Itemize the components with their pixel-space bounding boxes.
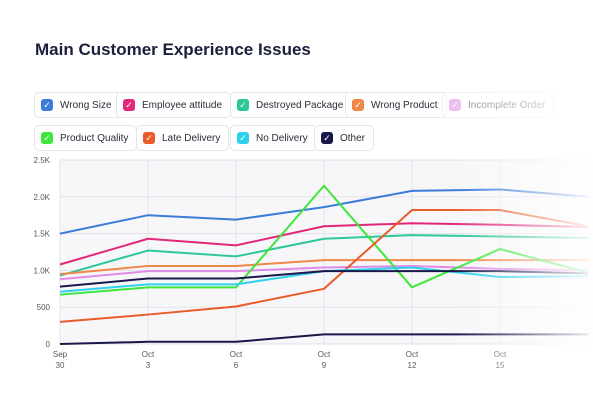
legend-label: Wrong Product	[371, 99, 438, 111]
legend-label: Destroyed Package	[256, 99, 344, 111]
x-tick-label: Sep	[53, 350, 68, 359]
legend-label: Product Quality	[60, 132, 129, 144]
y-tick-label: 2.5K	[34, 156, 51, 165]
legend-item-other[interactable]: Other	[314, 125, 375, 151]
x-tick-label: 15	[496, 361, 505, 370]
x-tick-label: 30	[56, 361, 65, 370]
y-tick-label: 500	[37, 303, 51, 312]
y-tick-label: 1.0K	[34, 266, 51, 275]
legend-label: Late Delivery	[162, 132, 221, 144]
x-tick-label: Oct	[494, 350, 507, 359]
checkbox-icon	[449, 99, 461, 111]
x-tick-label: Oct	[318, 350, 331, 359]
x-tick-label: 12	[408, 361, 417, 370]
x-tick-label: Oct	[406, 350, 419, 359]
y-tick-label: 0	[46, 340, 51, 349]
legend-label: Other	[340, 132, 366, 144]
legend-item-wrong-size[interactable]: Wrong Size	[34, 92, 121, 118]
checkbox-icon	[41, 132, 53, 144]
checkbox-icon	[352, 99, 364, 111]
legend-item-no-delivery[interactable]: No Delivery	[230, 125, 317, 151]
legend-item-late-delivery[interactable]: Late Delivery	[136, 125, 230, 151]
x-tick-label: 3	[146, 361, 151, 370]
x-tick-label: Oct	[230, 350, 243, 359]
legend-label: Incomplete Order	[468, 99, 546, 111]
y-tick-label: 2.0K	[34, 193, 51, 202]
legend-label: No Delivery	[256, 132, 308, 144]
y-tick-label: 1.5K	[34, 230, 51, 239]
checkbox-icon	[143, 132, 155, 144]
x-tick-label: Oct	[142, 350, 155, 359]
page-title: Main Customer Experience Issues	[35, 40, 311, 59]
legend-item-product-quality[interactable]: Product Quality	[34, 125, 138, 151]
legend-label: Wrong Size	[60, 99, 112, 111]
x-tick-label: 9	[322, 361, 327, 370]
line-chart: 0 500 1.0K 1.5K 2.0K 2.5K Sep 30 Oct 3 Oct 6 Oct 9 Oct…	[34, 156, 593, 370]
checkbox-icon	[237, 99, 249, 111]
checkbox-icon	[321, 132, 333, 144]
x-tick-label: 6	[234, 361, 239, 370]
legend-label: Employee attitude	[142, 99, 223, 111]
chart-legend: Wrong Size Employee attitude Destroyed P…	[34, 92, 593, 162]
legend-item-wrong-product[interactable]: Wrong Product	[345, 92, 447, 118]
checkbox-icon	[123, 99, 135, 111]
checkbox-icon	[41, 99, 53, 111]
legend-item-employee-attitude[interactable]: Employee attitude	[116, 92, 232, 118]
legend-item-destroyed-package[interactable]: Destroyed Package	[230, 92, 353, 118]
legend-item-incomplete-order[interactable]: Incomplete Order	[442, 92, 555, 118]
checkbox-icon	[237, 132, 249, 144]
